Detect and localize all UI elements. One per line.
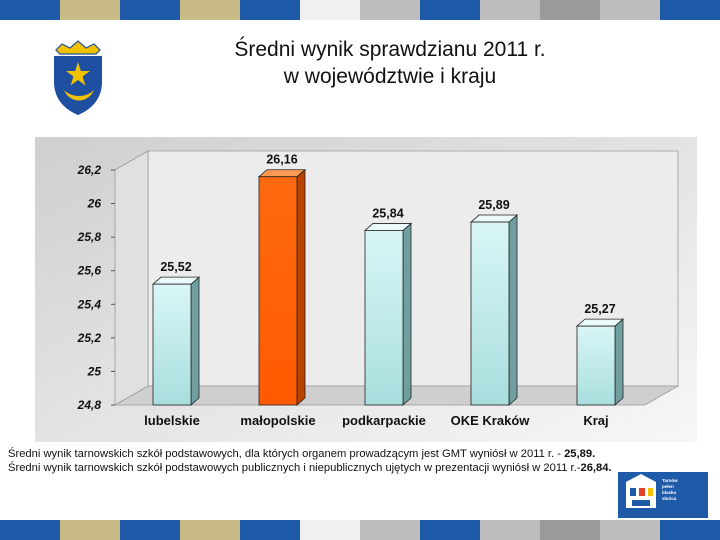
page-title: Średni wynik sprawdzianu 2011 r. w wojew… [150,36,630,90]
footnote-line-2: Średni wynik tarnowskich szkół podstawow… [8,462,612,474]
strip-segment [60,0,120,20]
strip-segment [600,0,660,20]
y-tick-label: 26 [87,197,102,211]
strip-segment [60,520,120,540]
strip-segment [300,0,360,20]
strip-segment [480,0,540,20]
strip-segment [660,520,720,540]
footnote-value-2: 26,84. [580,462,612,474]
bar-side [402,222,412,406]
bar-chart: 24,8 25 25,2 25,4 25,6 25,8 26 26,2 25,52 lubelsk… [35,137,697,442]
bottom-color-strip [0,520,720,540]
strip-segment [420,0,480,20]
bar-side [190,276,200,406]
badge-line: słońca [662,496,677,501]
strip-segment [420,520,480,540]
badge-line: Tarnów [662,478,678,483]
strip-segment [180,520,240,540]
city-badge-icon [618,472,708,518]
y-tick-label: 25,4 [77,297,102,311]
y-tick-label: 25 [87,364,102,378]
strip-segment [0,0,60,20]
bar-side [296,168,306,406]
strip-segment [180,0,240,20]
bar-top [151,276,201,285]
strip-segment [600,520,660,540]
strip-segment [300,520,360,540]
strip-segment [120,520,180,540]
x-tick-label: podkarpackie [342,413,426,428]
bar [152,283,192,406]
strip-segment [120,0,180,20]
chart-side-wall [114,150,149,406]
strip-segment [360,520,420,540]
x-tick-label: lubelskie [144,413,200,428]
data-label: 25,89 [478,198,509,212]
strip-segment [540,520,600,540]
bar-side [508,214,518,406]
data-label: 25,27 [584,302,615,316]
bar [470,221,510,406]
x-tick-label: OKE Kraków [451,413,531,428]
title-line-2: w województwie i kraju [283,65,497,88]
bar [364,230,404,406]
strip-segment [480,520,540,540]
badge-line: blasku [662,490,677,495]
badge-line: pełen [662,484,674,489]
y-tick-label: 26,2 [77,163,102,177]
y-tick-label: 25,6 [77,264,102,278]
strip-segment [360,0,420,20]
title-line-1: Średni wynik sprawdzianu 2011 r. [234,38,546,61]
strip-segment [240,520,300,540]
badge-text: Tarnów pełen blasku słońca [662,478,702,502]
y-tick-label: 24,8 [77,398,102,412]
footnote-line-1: Średni wynik tarnowskich szkół podstawow… [8,448,596,460]
bar-top [469,214,519,223]
data-label: 25,84 [372,206,403,220]
bar [258,176,298,406]
strip-segment [0,520,60,540]
tarnow-coat-of-arms-icon [54,40,102,115]
x-tick-label: małopolskie [240,413,315,428]
footnote: Średni wynik tarnowskich szkół podstawow… [8,447,716,475]
bar-top [363,223,413,231]
x-tick-label: Kraj [583,413,608,428]
y-tick-label: 25,8 [77,230,102,244]
bar-top [575,318,625,327]
data-label: 25,52 [160,260,191,274]
top-color-strip [0,0,720,20]
bar-side [614,318,624,406]
strip-segment [540,0,600,20]
strip-segment [240,0,300,20]
bar-top [257,169,307,178]
data-label: 26,16 [266,153,297,167]
footnote-value-1: 25,89. [564,448,596,460]
y-tick-label: 25,2 [77,331,102,345]
bar [576,325,616,406]
strip-segment [660,0,720,20]
